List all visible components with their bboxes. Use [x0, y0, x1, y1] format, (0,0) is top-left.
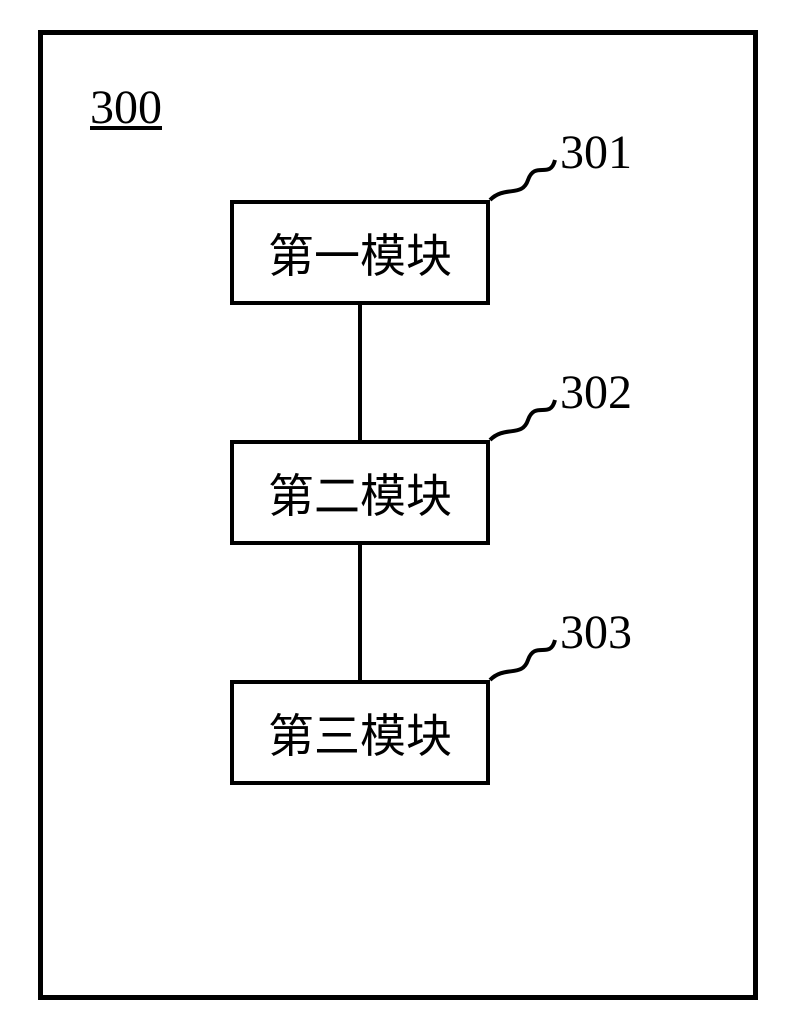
module-2-label: 第二模块 — [268, 460, 452, 526]
squiggle-302 — [480, 390, 570, 450]
squiggle-301 — [480, 150, 570, 210]
module-box-2: 第二模块 — [230, 440, 490, 545]
figure-number: 300 — [90, 80, 162, 135]
connector-2-3 — [358, 545, 362, 680]
module-1-label: 第一模块 — [268, 220, 452, 286]
ref-label-301: 301 — [560, 125, 632, 180]
ref-label-302: 302 — [560, 365, 632, 420]
ref-label-303: 303 — [560, 605, 632, 660]
connector-1-2 — [358, 305, 362, 440]
module-box-1: 第一模块 — [230, 200, 490, 305]
module-box-3: 第三模块 — [230, 680, 490, 785]
squiggle-303 — [480, 630, 570, 690]
module-3-label: 第三模块 — [268, 700, 452, 766]
